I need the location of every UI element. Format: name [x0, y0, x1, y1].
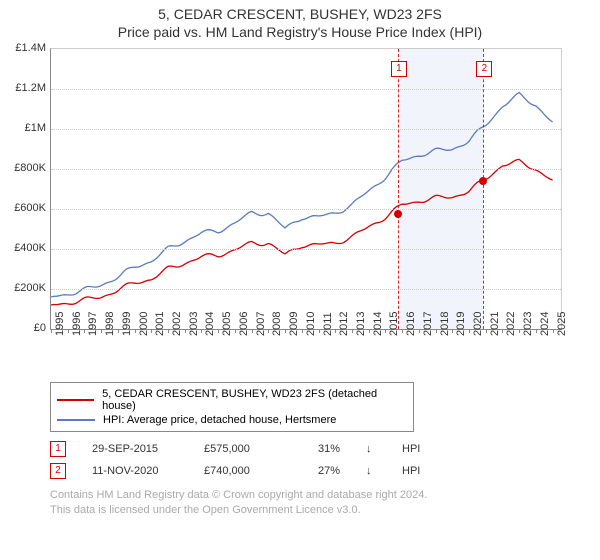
down-arrow-icon: ↓: [366, 443, 376, 455]
sale-badge-icon: 1: [50, 441, 66, 457]
x-axis-label: 2025: [556, 312, 600, 336]
legend-label: 5, CEDAR CRESCENT, BUSHEY, WD23 2FS (det…: [102, 388, 407, 412]
sale-point-dot: [394, 210, 402, 218]
y-gridline: [51, 169, 561, 170]
x-tick: [51, 329, 52, 333]
y-gridline: [51, 89, 561, 90]
license-line: This data is licensed under the Open Gov…: [50, 503, 600, 518]
sale-price: £740,000: [204, 465, 274, 477]
chart-area: 12 £0£200K£400K£600K£800K£1M£1.2M£1.4M19…: [0, 48, 570, 378]
y-axis-label: £600K: [0, 202, 46, 214]
sale-markers-table: 1 29-SEP-2015 £575,000 31% ↓ HPI 2 11-NOV-2020 £…: [50, 438, 600, 482]
sale-hpi-ref: HPI: [402, 465, 420, 477]
plot-region: 12: [50, 48, 562, 330]
y-gridline: [51, 209, 561, 210]
sale-pct: 31%: [300, 443, 340, 455]
license-line: Contains HM Land Registry data © Crown c…: [50, 488, 600, 503]
chart-titles: 5, CEDAR CRESCENT, BUSHEY, WD23 2FS Pric…: [0, 0, 600, 40]
sale-badge-icon: 2: [50, 463, 66, 479]
sale-price: £575,000: [204, 443, 274, 455]
y-gridline: [51, 289, 561, 290]
legend-row: HPI: Average price, detached house, Hert…: [57, 413, 407, 427]
sale-table-row: 2 11-NOV-2020 £740,000 27% ↓ HPI: [50, 460, 600, 482]
down-arrow-icon: ↓: [366, 465, 376, 477]
sale-marker-badge: 2: [476, 61, 492, 77]
y-axis-label: £1M: [0, 122, 46, 134]
legend-label: HPI: Average price, detached house, Hert…: [103, 414, 336, 426]
chart-title-address: 5, CEDAR CRESCENT, BUSHEY, WD23 2FS: [0, 6, 600, 22]
sale-date: 11-NOV-2020: [92, 465, 178, 477]
y-axis-label: £800K: [0, 162, 46, 174]
sale-point-dot: [479, 177, 487, 185]
sale-pct: 27%: [300, 465, 340, 477]
sale-date: 29-SEP-2015: [92, 443, 178, 455]
y-gridline: [51, 249, 561, 250]
y-axis-label: £1.4M: [0, 42, 46, 54]
legend-swatch: [57, 399, 94, 401]
line-series-layer: [51, 49, 561, 329]
series-line-price_paid: [51, 159, 553, 305]
y-axis-label: £400K: [0, 242, 46, 254]
legend-row: 5, CEDAR CRESCENT, BUSHEY, WD23 2FS (det…: [57, 387, 407, 413]
sale-hpi-ref: HPI: [402, 443, 420, 455]
sale-marker-line: [398, 49, 399, 329]
y-gridline: [51, 129, 561, 130]
legend: 5, CEDAR CRESCENT, BUSHEY, WD23 2FS (det…: [50, 382, 414, 432]
license-text: Contains HM Land Registry data © Crown c…: [50, 488, 600, 524]
chart-title-sub: Price paid vs. HM Land Registry's House …: [0, 22, 600, 40]
y-axis-label: £0: [0, 322, 46, 334]
legend-swatch: [57, 419, 95, 421]
y-axis-label: £200K: [0, 282, 46, 294]
series-line-hpi: [51, 92, 553, 297]
sale-marker-line: [483, 49, 484, 329]
y-axis-label: £1.2M: [0, 82, 46, 94]
sale-marker-badge: 1: [391, 61, 407, 77]
sale-table-row: 1 29-SEP-2015 £575,000 31% ↓ HPI: [50, 438, 600, 460]
